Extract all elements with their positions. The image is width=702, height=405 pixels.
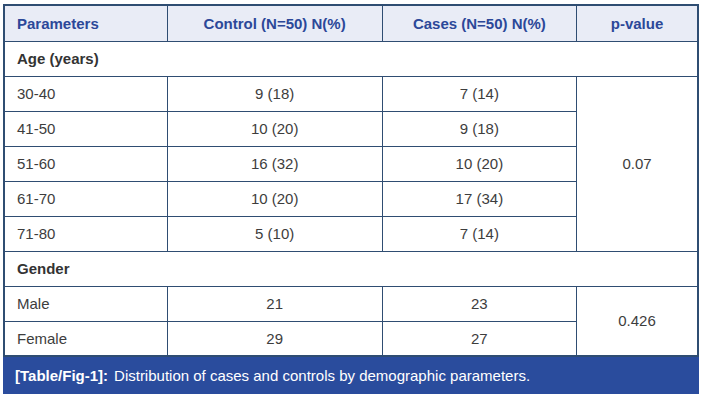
cell-cases: 10 (20)	[382, 146, 576, 181]
section-label: Gender	[4, 251, 698, 286]
cell-cases: 27	[382, 321, 576, 356]
column-header-cases: Cases (N=50) N(%)	[382, 5, 576, 41]
cell-p-value: 0.07	[577, 76, 698, 251]
table-body: Age (years)30-409 (18)7 (14)0.0741-5010 …	[4, 41, 698, 356]
cell-parameter: 61-70	[4, 181, 167, 216]
cell-parameter: 71-80	[4, 216, 167, 251]
cell-parameter: Male	[4, 286, 167, 321]
caption-text: Distribution of cases and controls by de…	[114, 367, 530, 384]
column-header-p-value: p-value	[577, 5, 698, 41]
cell-control: 29	[167, 321, 382, 356]
table-row: Male21230.426	[4, 286, 698, 321]
cell-control: 16 (32)	[167, 146, 382, 181]
cell-parameter: 30-40	[4, 76, 167, 111]
cell-control: 9 (18)	[167, 76, 382, 111]
demographics-table: Parameters Control (N=50) N(%) Cases (N=…	[3, 4, 699, 357]
cell-cases: 9 (18)	[382, 111, 576, 146]
column-header-parameters: Parameters	[4, 5, 167, 41]
figure-caption: [Table/Fig-1]: Distribution of cases and…	[3, 357, 699, 394]
section-label: Age (years)	[4, 41, 698, 76]
cell-parameter: Female	[4, 321, 167, 356]
table-header-row: Parameters Control (N=50) N(%) Cases (N=…	[4, 5, 698, 41]
cell-parameter: 51-60	[4, 146, 167, 181]
section-row: Age (years)	[4, 41, 698, 76]
section-row: Gender	[4, 251, 698, 286]
column-header-control: Control (N=50) N(%)	[167, 5, 382, 41]
cell-control: 10 (20)	[167, 181, 382, 216]
table-row: 30-409 (18)7 (14)0.07	[4, 76, 698, 111]
cell-parameter: 41-50	[4, 111, 167, 146]
cell-control: 5 (10)	[167, 216, 382, 251]
cell-control: 21	[167, 286, 382, 321]
figure-frame: Parameters Control (N=50) N(%) Cases (N=…	[0, 0, 702, 394]
cell-cases: 23	[382, 286, 576, 321]
cell-control: 10 (20)	[167, 111, 382, 146]
cell-cases: 7 (14)	[382, 216, 576, 251]
cell-p-value: 0.426	[577, 286, 698, 356]
cell-cases: 7 (14)	[382, 76, 576, 111]
caption-tag: [Table/Fig-1]:	[15, 367, 108, 384]
cell-cases: 17 (34)	[382, 181, 576, 216]
